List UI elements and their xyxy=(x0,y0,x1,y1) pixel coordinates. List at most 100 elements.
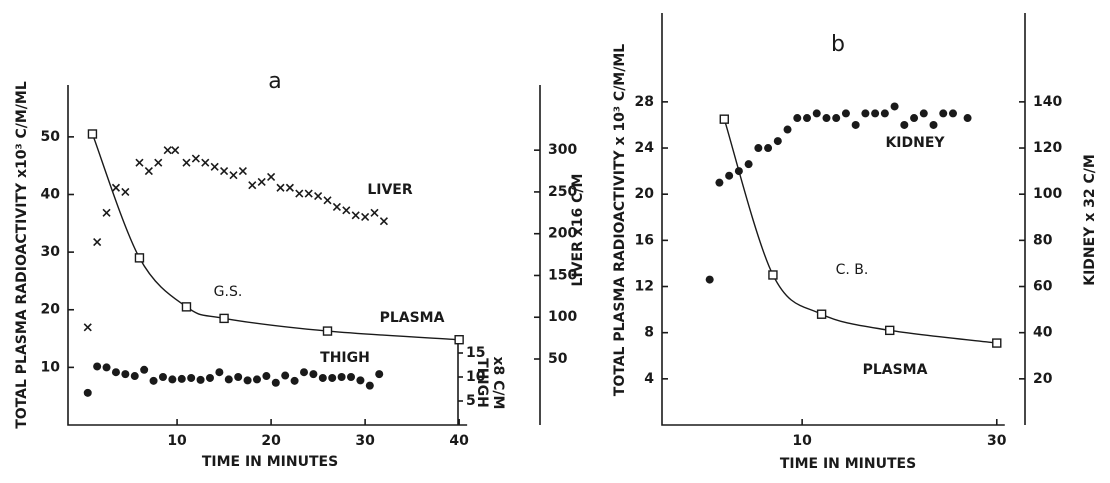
marker-dot xyxy=(880,109,889,118)
x-tick-label: 10 xyxy=(792,433,812,449)
marker-dot xyxy=(365,381,374,390)
marker-dot xyxy=(715,178,724,187)
series-label: PLASMA xyxy=(863,362,928,378)
y2-tick-label: 300 xyxy=(548,142,577,158)
y-tick-label: 16 xyxy=(635,232,654,248)
marker-dot xyxy=(375,370,384,379)
marker-dot xyxy=(841,109,850,118)
marker-square xyxy=(454,335,464,345)
marker-dot xyxy=(215,368,224,377)
marker-dot xyxy=(793,114,802,123)
x-axis-title: TIME IN MINUTES xyxy=(780,456,916,472)
marker-x xyxy=(154,158,163,167)
marker-dot xyxy=(205,373,214,382)
marker-dot xyxy=(822,114,831,123)
marker-dot xyxy=(963,114,972,123)
marker-dot xyxy=(140,365,149,374)
marker-dot xyxy=(328,373,337,382)
marker-dot xyxy=(725,171,734,180)
marker-dot xyxy=(281,371,290,380)
marker-dot xyxy=(744,160,753,169)
y2-tick-label: 20 xyxy=(1033,371,1053,387)
marker-square xyxy=(322,326,333,336)
y-axis-title: TOTAL PLASMA RADIOACTIVITY x10³ C/M/ML xyxy=(14,81,30,429)
axis-line xyxy=(661,13,1005,426)
marker-square xyxy=(768,270,778,280)
panel-label: b xyxy=(831,32,845,57)
marker-x xyxy=(276,183,285,192)
y2-tick-label: 50 xyxy=(548,351,568,367)
marker-x xyxy=(83,323,92,332)
marker-dot xyxy=(224,375,233,384)
marker-square xyxy=(719,114,729,124)
marker-dot xyxy=(243,376,252,385)
marker-dot xyxy=(309,370,318,379)
marker-dot xyxy=(111,368,120,377)
marker-dot xyxy=(93,362,102,371)
y-tick-label: 28 xyxy=(635,94,654,110)
marker-dot xyxy=(158,373,167,381)
marker-square xyxy=(134,253,145,263)
marker-dot xyxy=(871,109,880,118)
marker-dot xyxy=(803,114,812,123)
x-tick-label: 10 xyxy=(167,433,187,449)
marker-dot xyxy=(832,114,841,123)
y2-axis-title: LIVER x16 C/M xyxy=(570,174,586,287)
series-line xyxy=(91,133,460,341)
y2-tick-label: 40 xyxy=(1033,325,1053,341)
y-tick-label: 20 xyxy=(41,302,61,318)
y-tick-label: 10 xyxy=(41,359,61,375)
annotation: C. B. xyxy=(836,262,869,278)
y2-tick-label: 200 xyxy=(548,226,577,242)
x-tick-label: 30 xyxy=(987,433,1007,449)
marker-dot xyxy=(929,120,938,129)
marker-x xyxy=(267,172,276,181)
y-tick-label: 12 xyxy=(635,279,654,295)
marker-dot xyxy=(890,102,899,111)
y-tick-label: 30 xyxy=(41,244,61,260)
marker-dot xyxy=(318,373,327,382)
marker-x xyxy=(135,158,144,167)
y-tick-label: 20 xyxy=(635,186,655,202)
marker-dot xyxy=(764,144,773,153)
marker-x xyxy=(323,196,332,205)
y2-tick-label: 100 xyxy=(548,309,577,325)
marker-dot xyxy=(262,372,271,381)
marker-square xyxy=(816,309,827,319)
y-tick-label: 24 xyxy=(635,140,655,156)
marker-dot xyxy=(910,114,919,123)
marker-dot xyxy=(851,120,860,129)
y2-axis-title: KIDNEY x 32 C/M xyxy=(1082,154,1098,286)
marker-x xyxy=(121,187,130,196)
marker-x xyxy=(93,237,102,247)
marker-dot xyxy=(102,363,111,372)
marker-dot xyxy=(196,375,205,384)
y3-tick-label: 10 xyxy=(466,369,486,385)
marker-dot xyxy=(121,370,130,379)
marker-x xyxy=(379,217,388,226)
marker-x xyxy=(220,166,229,176)
marker-x xyxy=(248,181,257,190)
marker-dot xyxy=(948,109,957,118)
marker-dot xyxy=(705,275,714,284)
marker-dot xyxy=(187,373,196,382)
y3-axis-title: x8 C/M xyxy=(490,357,506,410)
marker-dot xyxy=(347,373,356,381)
marker-dot xyxy=(130,372,139,381)
y-tick-label: 8 xyxy=(644,325,654,341)
marker-dot xyxy=(900,120,909,129)
marker-x xyxy=(332,202,341,212)
marker-x xyxy=(314,192,323,201)
series-label: KIDNEY xyxy=(885,135,945,151)
y2-tick-label: 150 xyxy=(548,267,577,283)
y2-tick-label: 80 xyxy=(1033,232,1053,248)
marker-dot xyxy=(177,374,186,383)
x-tick-label: 40 xyxy=(449,433,469,449)
marker-square xyxy=(219,313,229,324)
series-label: THIGH xyxy=(320,350,370,366)
y3-tick-label: 15 xyxy=(466,345,485,361)
y2-tick-label: 60 xyxy=(1033,279,1053,295)
marker-x xyxy=(229,171,238,180)
y2-tick-label: 120 xyxy=(1033,140,1062,156)
